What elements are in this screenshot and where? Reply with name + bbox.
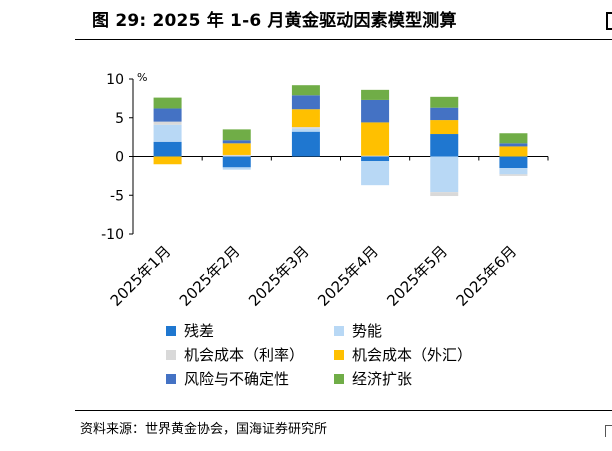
- x-tick-label: 2025年2月: [176, 242, 244, 310]
- bar-segment-6-cat-5: [430, 96, 459, 108]
- bar-segment-1-cat-4: [361, 156, 390, 162]
- bar-segment-2-cat-6: [499, 168, 528, 175]
- bar-segment-1-cat-1: [153, 141, 182, 157]
- bar-segment-5-cat-1: [153, 108, 182, 122]
- chart-axes: [129, 78, 549, 235]
- y-tick-label: -10: [101, 227, 124, 243]
- bar-segment-3-cat-4: [361, 155, 390, 157]
- bar-segment-3-cat-3: [291, 127, 320, 129]
- bar-segment-1-cat-2: [222, 156, 251, 168]
- bar-segment-3-cat-2: [222, 154, 251, 157]
- legend-label: 机会成本（利率）: [184, 346, 305, 364]
- bar-segment-6-cat-6: [499, 133, 528, 144]
- x-tick-label: 2025年4月: [314, 242, 382, 310]
- legend-label: 风险与不确定性: [184, 370, 290, 388]
- bar-segment-4-cat-4: [361, 122, 390, 156]
- bar-segment-3-cat-5: [430, 192, 459, 197]
- bar-segment-5-cat-3: [291, 95, 320, 110]
- bar-segment-5-cat-5: [430, 107, 459, 121]
- bar-segment-1-cat-5: [430, 134, 459, 157]
- bottom-rule: [75, 410, 612, 411]
- y-unit-label: %: [137, 71, 147, 84]
- bar-segment-1-cat-3: [291, 131, 320, 157]
- legend-item: 势能: [334, 320, 382, 341]
- legend-item: 机会成本（利率）: [166, 344, 304, 365]
- bar-segment-5-cat-2: [222, 140, 251, 144]
- y-tick-label: 5: [115, 111, 124, 127]
- legend-swatch: [334, 325, 344, 336]
- legend-swatch: [166, 325, 176, 336]
- bar-segment-1-cat-6: [499, 156, 528, 169]
- bar-segment-2-cat-1: [153, 124, 182, 142]
- bar-segment-4-cat-1: [153, 156, 182, 165]
- bar-segment-4-cat-2: [222, 143, 251, 155]
- adjacent-panel-edge: [606, 12, 612, 30]
- x-tick-label: 2025年3月: [245, 242, 313, 310]
- legend-label: 机会成本（外汇）: [352, 346, 473, 364]
- bar-segment-2-cat-2: [222, 167, 251, 170]
- legend-label: 残差: [184, 322, 215, 340]
- bar-segment-6-cat-3: [291, 85, 320, 96]
- figure-title: 图 29: 2025 年 1-6 月黄金驱动因素模型测算: [92, 11, 457, 31]
- x-tick-label: 2025年1月: [107, 242, 175, 310]
- bar-segment-6-cat-1: [153, 97, 182, 109]
- legend-label: 经济扩张: [352, 370, 413, 388]
- bar-segment-6-cat-2: [222, 129, 251, 141]
- legend-item: 风险与不确定性: [166, 368, 289, 389]
- source-note: 资料来源：世界黄金协会，国海证券研究所: [80, 422, 328, 437]
- bar-segment-6-cat-4: [361, 89, 390, 100]
- legend-swatch: [166, 373, 176, 384]
- y-tick-label: 0: [115, 150, 124, 166]
- bar-segment-4-cat-3: [291, 109, 320, 128]
- bar-segment-3-cat-6: [499, 174, 528, 176]
- bar-segment-2-cat-4: [361, 161, 390, 186]
- bar-segment-2-cat-5: [430, 156, 459, 193]
- legend-item: 残差: [166, 320, 214, 341]
- bar-segment-3-cat-1: [153, 121, 182, 125]
- chart-bars: [153, 85, 528, 197]
- bar-segment-5-cat-4: [361, 99, 390, 123]
- legend-swatch: [334, 373, 344, 384]
- adjacent-panel-edge-bottom: [605, 425, 612, 437]
- legend-item: 经济扩张: [334, 368, 412, 389]
- bar-segment-2-cat-3: [291, 128, 320, 132]
- legend-item: 机会成本（外汇）: [334, 344, 472, 365]
- x-tick-label: 2025年5月: [383, 242, 451, 310]
- legend-label: 势能: [352, 322, 383, 340]
- legend-swatch: [166, 349, 176, 360]
- y-tick-label: -5: [110, 188, 124, 204]
- legend-swatch: [334, 349, 344, 360]
- bar-segment-4-cat-5: [430, 120, 459, 135]
- bar-segment-4-cat-6: [499, 146, 528, 157]
- x-tick-label: 2025年6月: [453, 242, 521, 310]
- y-tick-label: 10: [106, 72, 124, 88]
- bar-segment-5-cat-6: [499, 143, 528, 147]
- top-rule: [75, 39, 612, 40]
